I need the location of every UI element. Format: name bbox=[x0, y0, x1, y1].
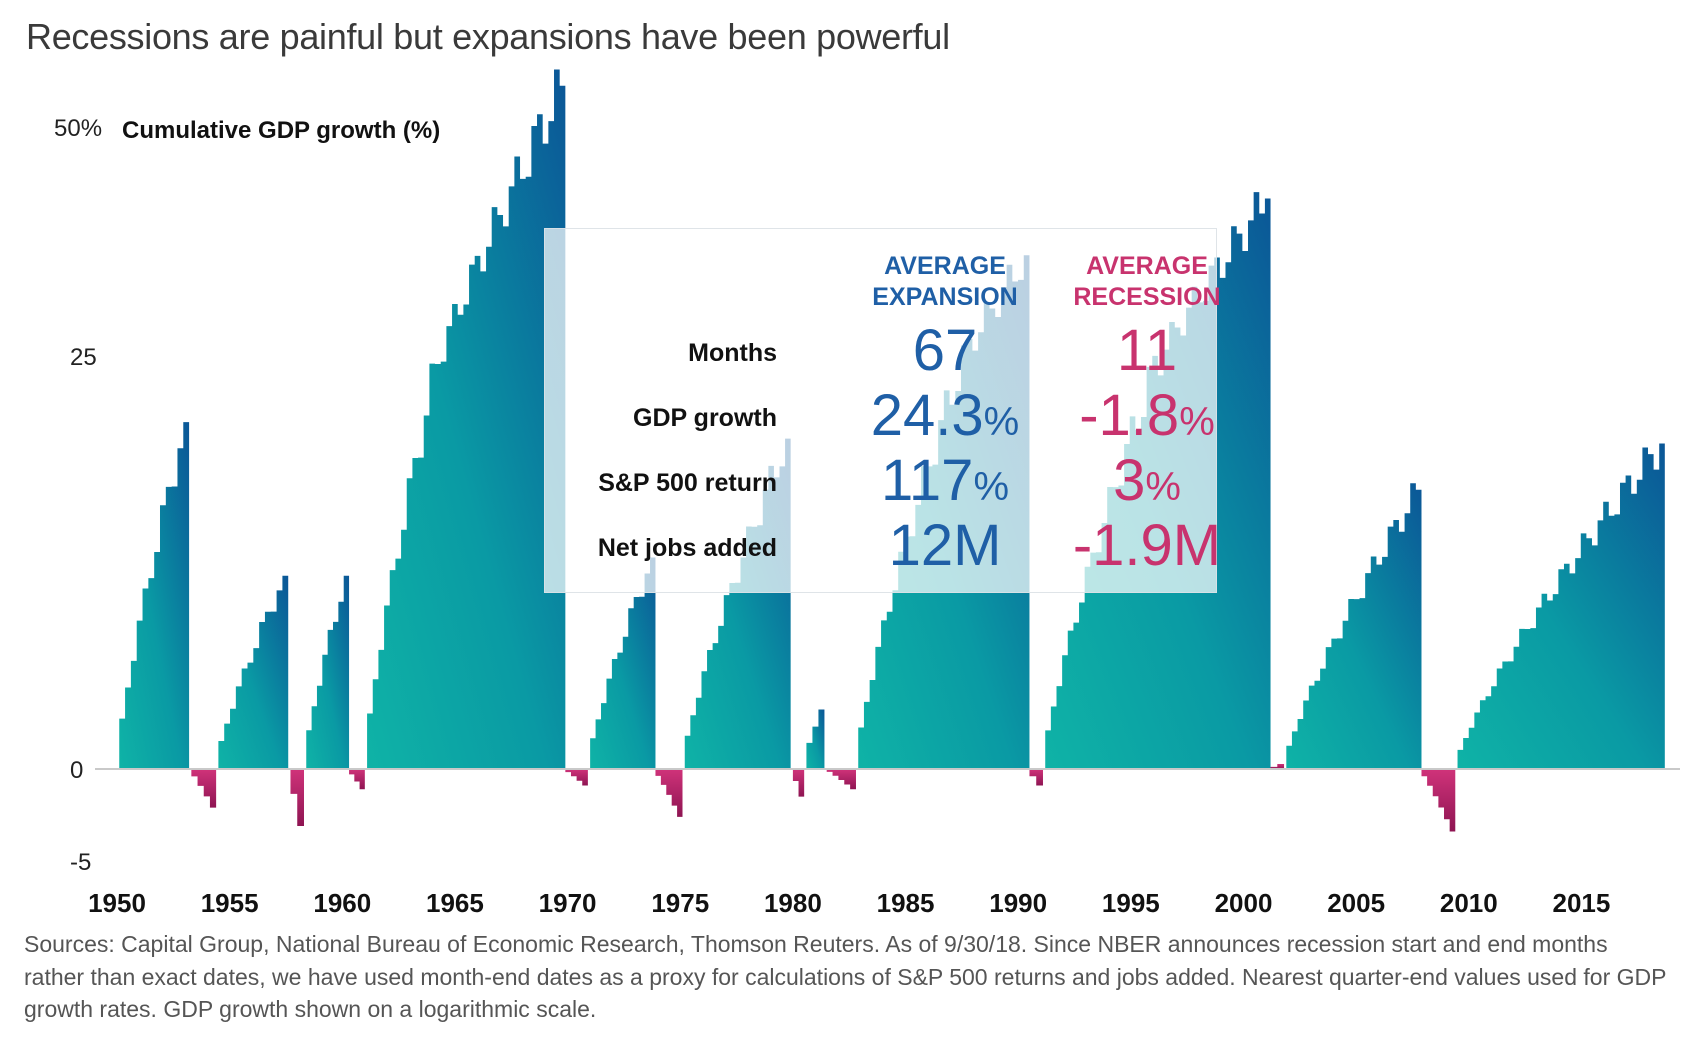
expansion-value: 12M bbox=[888, 513, 1002, 578]
recession-value: -1.9M bbox=[1072, 513, 1222, 578]
expansion-area bbox=[1286, 483, 1422, 769]
recession-area bbox=[655, 769, 683, 817]
x-tick-label: 1960 bbox=[313, 888, 371, 918]
y-tick-label: -5 bbox=[70, 849, 91, 876]
y-tick-label: 50% bbox=[54, 115, 102, 142]
x-tick-label: 1985 bbox=[877, 888, 935, 918]
x-tick-label: 1995 bbox=[1102, 888, 1160, 918]
recession-area bbox=[826, 769, 856, 790]
y-axis-label: Cumulative GDP growth (%) bbox=[122, 117, 440, 144]
recession-value: 3% bbox=[1113, 448, 1181, 513]
expansion-area bbox=[119, 422, 190, 769]
recession-area bbox=[1421, 769, 1456, 832]
x-tick-label: 1965 bbox=[426, 888, 484, 918]
expansion-area bbox=[806, 709, 825, 769]
row-label: Months bbox=[688, 339, 777, 367]
footnote: Sources: Capital Group, National Bureau … bbox=[24, 931, 1667, 1022]
recession-value: 11 bbox=[1116, 318, 1178, 383]
recession-value: -1.8% bbox=[1079, 383, 1215, 448]
x-tick-label: 1990 bbox=[989, 888, 1047, 918]
recession-area bbox=[565, 769, 588, 786]
expansion-area bbox=[367, 69, 566, 769]
recession-header: AVERAGE RECESSION bbox=[1073, 252, 1221, 311]
expansion-value: 67 bbox=[912, 318, 978, 383]
expansion-area bbox=[1457, 443, 1665, 769]
x-tick-label: 1980 bbox=[764, 888, 822, 918]
x-tick-label: 2015 bbox=[1553, 888, 1611, 918]
x-tick-label: 1955 bbox=[201, 888, 259, 918]
x-tick-label: 1970 bbox=[539, 888, 597, 918]
x-tick-label: 1975 bbox=[651, 888, 709, 918]
x-tick-label: 1950 bbox=[88, 888, 146, 918]
recession-area bbox=[290, 769, 304, 827]
row-label: GDP growth bbox=[633, 404, 777, 432]
expansion-area bbox=[590, 557, 656, 769]
y-tick-label: 0 bbox=[70, 757, 83, 784]
expansion-value: 24.3% bbox=[870, 383, 1020, 448]
summary-panel: AVERAGE EXPANSION AVERAGE RECESSION Mont… bbox=[544, 228, 1221, 593]
recession-area bbox=[792, 769, 805, 797]
recession-area bbox=[1270, 764, 1285, 769]
expansion-header: AVERAGE EXPANSION bbox=[872, 252, 1018, 311]
x-tick-label: 2005 bbox=[1327, 888, 1385, 918]
recession-area bbox=[191, 769, 217, 808]
y-tick-label: 25 bbox=[70, 344, 97, 371]
recession-area bbox=[349, 769, 365, 790]
recession-area bbox=[1029, 769, 1043, 786]
x-tick-label: 2000 bbox=[1215, 888, 1273, 918]
expansion-area bbox=[218, 575, 289, 769]
row-label: S&P 500 return bbox=[598, 469, 777, 497]
x-tick-label: 2010 bbox=[1440, 888, 1498, 918]
expansion-area bbox=[306, 575, 350, 769]
expansion-value: 117% bbox=[880, 448, 1010, 513]
chart-title: Recessions are painful but expansions ha… bbox=[26, 16, 950, 57]
row-label: Net jobs added bbox=[597, 534, 777, 562]
